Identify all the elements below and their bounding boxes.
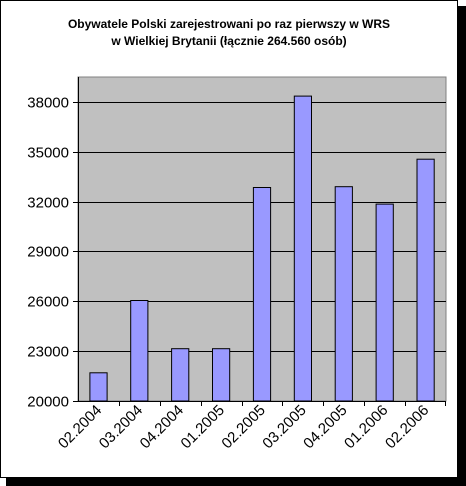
x-tick-label: 02.2005 bbox=[218, 402, 268, 452]
x-tick-labels: 02.200403.200404.200401.200502.200503.20… bbox=[55, 402, 432, 452]
bar bbox=[89, 372, 108, 402]
y-tick-label: 20000 bbox=[27, 394, 69, 411]
frame-shadow-bottom bbox=[6, 478, 466, 486]
x-tick-label: 04.2004 bbox=[137, 402, 187, 452]
x-tick-label: 01.2006 bbox=[341, 402, 391, 452]
y-tick-labels: 20000 23000 26000 29000 32000 35000 38000 bbox=[27, 95, 69, 411]
x-tick-label: 03.2004 bbox=[96, 402, 146, 452]
bar bbox=[416, 158, 435, 402]
bar bbox=[171, 348, 190, 402]
chart-title-line-2: w Wielkiej Brytanii (łącznie 264.560 osó… bbox=[111, 34, 347, 48]
y-tick-label: 29000 bbox=[27, 244, 69, 261]
x-tick-label: 02.2006 bbox=[382, 402, 432, 452]
x-tick-label: 03.2005 bbox=[259, 402, 309, 452]
frame-shadow-right bbox=[458, 6, 466, 486]
bar bbox=[334, 186, 353, 402]
x-tick-label: 01.2005 bbox=[178, 402, 228, 452]
chart-title-line-1: Obywatele Polski zarejestrowani po raz p… bbox=[67, 17, 391, 31]
y-tick-label: 32000 bbox=[27, 195, 69, 212]
y-tick-label: 23000 bbox=[27, 344, 69, 361]
y-tick-label: 38000 bbox=[27, 95, 69, 112]
bar bbox=[252, 187, 272, 402]
bar bbox=[293, 95, 312, 402]
bar bbox=[375, 203, 394, 402]
bar bbox=[130, 300, 149, 402]
y-tick-label: 26000 bbox=[27, 294, 69, 311]
y-tick-label: 35000 bbox=[27, 145, 69, 162]
x-tick-label: 04.2005 bbox=[300, 402, 350, 452]
bar-chart: 20000 23000 26000 29000 32000 35000 38000 02.2… bbox=[27, 76, 447, 452]
bars bbox=[89, 95, 435, 402]
chart-title: Obywatele Polski zarejestrowani po raz p… bbox=[0, 16, 458, 50]
bar bbox=[212, 348, 231, 402]
